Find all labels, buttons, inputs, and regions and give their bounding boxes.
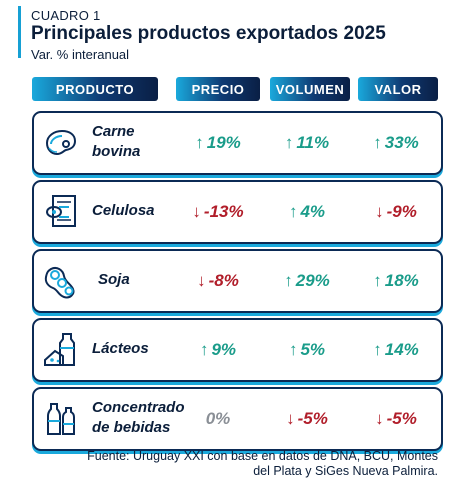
soybean-icon — [41, 261, 81, 301]
product-name-line-1: Concentrado — [92, 399, 185, 416]
volumen-value: ↑ 11% — [266, 113, 348, 173]
valor-value: ↓ -9% — [352, 182, 440, 242]
bottles-icon — [41, 399, 81, 439]
product-name-line-1: Soja — [98, 271, 130, 288]
source-note-line-1: Fuente: Uruguay XXI con base en datos de… — [87, 449, 438, 463]
valor-value-text: 14% — [384, 340, 419, 359]
precio-value-text: 19% — [206, 133, 241, 152]
product-name: Lácteos — [92, 339, 149, 359]
table-row: Lácteos ↑ 9% ↑ 5% ↑ 14% — [32, 318, 443, 382]
table-row: Carne bovina ↑ 19% ↑ 11% ↑ 33% — [32, 111, 443, 175]
source-note: Fuente: Uruguay XXI con base en datos de… — [28, 449, 438, 479]
paper-roll-icon — [41, 192, 81, 232]
volumen-value-text: 5% — [300, 340, 326, 359]
arrow-down-icon: ↓ — [375, 202, 384, 221]
valor-value: ↑ 14% — [352, 320, 440, 380]
valor-value-text: 33% — [384, 133, 419, 152]
precio-value: ↓ -13% — [174, 182, 262, 242]
arrow-up-icon: ↑ — [288, 340, 298, 359]
valor-value-text: -5% — [386, 409, 417, 428]
page-title: Principales productos exportados 2025 — [31, 23, 386, 44]
arrow-up-icon: ↑ — [373, 271, 382, 290]
product-name-line-1: Lácteos — [92, 340, 149, 357]
title-accent-bar — [18, 6, 21, 58]
column-header-precio: PRECIO — [176, 77, 260, 101]
volumen-value: ↑ 5% — [266, 320, 348, 380]
valor-value: ↓ -5% — [352, 389, 440, 449]
precio-value-text: -13% — [203, 202, 244, 221]
dairy-icon — [41, 330, 81, 370]
arrow-up-icon: ↑ — [284, 271, 293, 290]
valor-value-text: 18% — [384, 271, 419, 290]
product-name-line-1: Celulosa — [92, 202, 155, 219]
volumen-value: ↓ -5% — [266, 389, 348, 449]
table-row: Concentrado de bebidas 0% ↓ -5% ↓ -5% — [32, 387, 443, 451]
arrow-up-icon: ↑ — [373, 340, 382, 359]
precio-value: ↑ 9% — [174, 320, 262, 380]
volumen-value: ↑ 29% — [266, 251, 348, 311]
valor-value: ↑ 33% — [352, 113, 440, 173]
table-row: Soja ↓ -8% ↑ 29% ↑ 18% — [32, 249, 443, 313]
volumen-value-text: 29% — [295, 271, 330, 290]
precio-value-text: 9% — [211, 340, 237, 359]
arrow-down-icon: ↓ — [192, 202, 201, 221]
arrow-down-icon: ↓ — [286, 409, 295, 428]
valor-value-text: -9% — [386, 202, 417, 221]
page-subtitle: Var. % interanual — [31, 47, 130, 62]
precio-value: ↓ -8% — [174, 251, 262, 311]
volumen-value: ↑ 4% — [266, 182, 348, 242]
precio-value-text: 0% — [205, 409, 231, 428]
arrow-up-icon: ↑ — [195, 133, 204, 152]
product-name-line-2: bovina — [92, 143, 141, 160]
product-name: Carne bovina — [92, 122, 140, 162]
column-header-valor: VALOR — [358, 77, 438, 101]
column-header-producto: PRODUCTO — [32, 77, 158, 101]
arrow-up-icon: ↑ — [373, 133, 382, 152]
arrow-down-icon: ↓ — [197, 271, 206, 290]
volumen-value-text: -5% — [297, 409, 328, 428]
arrow-up-icon: ↑ — [284, 133, 294, 152]
volumen-value-text: 11% — [296, 133, 330, 152]
product-name-line-1: Carne — [92, 123, 135, 140]
volumen-value-text: 4% — [300, 202, 326, 221]
precio-value: ↑ 19% — [174, 113, 262, 173]
product-name: Soja — [98, 270, 130, 290]
arrow-down-icon: ↓ — [375, 409, 384, 428]
product-name: Concentrado de bebidas — [92, 398, 185, 438]
valor-value: ↑ 18% — [352, 251, 440, 311]
column-header-volumen: VOLUMEN — [270, 77, 350, 101]
precio-value: 0% — [174, 389, 262, 449]
source-note-line-2: del Plata y SiGes Nueva Palmira. — [253, 464, 438, 478]
precio-value-text: -8% — [208, 271, 239, 290]
product-name: Celulosa — [92, 201, 155, 221]
product-name-line-2: de bebidas — [92, 419, 171, 436]
arrow-up-icon: ↑ — [199, 340, 209, 359]
table-row: Celulosa ↓ -13% ↑ 4% ↓ -9% — [32, 180, 443, 244]
table-kicker: CUADRO 1 — [31, 8, 101, 23]
arrow-up-icon: ↑ — [288, 202, 298, 221]
steak-icon — [41, 123, 81, 163]
